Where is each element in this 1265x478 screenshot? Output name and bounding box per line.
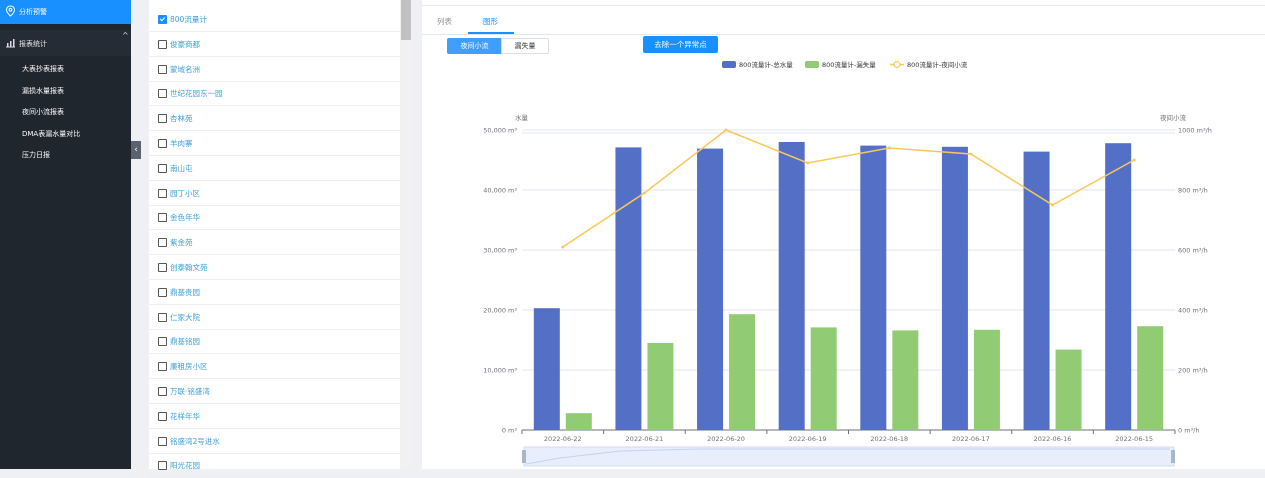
list-item[interactable]: 世纪花园东一园 [149,81,401,107]
list-item-checkbox[interactable] [158,436,167,446]
list-item-checkbox[interactable] [158,163,167,173]
scrollbar-track[interactable] [400,0,412,469]
list-item-label[interactable]: 杏林苑 [170,114,193,124]
segment-night-flow[interactable]: 夜间小流 [447,38,502,54]
list-item-checkbox[interactable] [158,15,167,24]
sidebar-item-pressure-daily[interactable]: 压力日报 [0,144,131,164]
sidebar: 分析预警 报表统计 ^ 大表抄表报表 漏损水量报表 夜间小流报表 DMA表漏水量… [0,0,131,469]
scrollbar-thumb[interactable] [401,0,411,40]
list-item-checkbox[interactable] [158,238,167,248]
map-pin-icon [5,5,16,17]
list-item[interactable]: 创泰翰文苑 [149,255,401,280]
sidebar-item-label: 分析预警 [19,8,47,16]
list-item[interactable]: 廉租房小区 [149,354,401,380]
sidebar-item-night-flow-report[interactable]: 夜间小流报表 [0,101,131,121]
list-item-checkbox[interactable] [158,337,167,347]
list-item[interactable]: 南山屯 [149,156,401,181]
list-item-label[interactable]: 鼎基铭园 [170,337,200,347]
list-item-checkbox[interactable] [158,39,167,49]
remove-outlier-button[interactable]: 去除一个异常点 [643,36,718,53]
list-item-checkbox[interactable] [158,89,167,99]
sidebar-item-dma-leak-compare[interactable]: DMA表漏水量对比 [0,123,131,143]
sidebar-group-label: 报表统计 [19,40,47,48]
chevron-left-icon: ‹ [134,145,138,155]
sidebar-item-analysis-warning[interactable]: 分析预警 [0,0,131,24]
chevron-up-icon[interactable]: ^ [122,31,129,40]
list-item-label[interactable]: 紫金苑 [170,238,193,248]
active-tab-indicator [468,32,514,34]
list-item-label[interactable]: 800流量计 [170,15,207,24]
tab-list[interactable]: 列表 [437,17,452,26]
divider [422,34,1265,35]
sidebar-item-label: 漏损水量报表 [22,87,64,95]
sidebar-collapse-button[interactable]: ‹ [131,141,141,159]
sidebar-item-big-meter-report[interactable]: 大表抄表报表 [0,58,131,78]
list-item-label[interactable]: 廉租房小区 [170,362,208,372]
bar-chart-icon [6,39,15,48]
list-item[interactable]: 俊豪商都 [149,32,401,57]
list-item-label[interactable]: 南山屯 [170,163,193,173]
list-item-label[interactable]: 花样年华 [170,411,200,421]
sidebar-item-label: 压力日报 [22,151,50,159]
list-item[interactable]: 阳光花园 [149,453,401,478]
list-item[interactable]: 万联·铭盛湾 [149,379,401,404]
list-item-label[interactable]: 蒙域名洲 [170,64,200,74]
list-item-checkbox[interactable] [158,362,167,372]
main-panel: 列表 图形 夜间小流 漏失量 去除一个异常点 [422,0,1265,469]
list-item-label[interactable]: 铭盛湾2号进水 [170,436,220,446]
list-item[interactable]: 鼎基铭园 [149,329,401,355]
sidebar-item-leak-volume-report[interactable]: 漏损水量报表 [0,80,131,100]
list-item-label[interactable]: 万联·铭盛湾 [170,387,210,396]
list-item[interactable]: 羊肉寨 [149,131,401,156]
list-item-checkbox[interactable] [158,213,167,223]
list-item-label[interactable]: 世纪花园东一园 [170,89,223,99]
tab-chart[interactable]: 图形 [483,17,498,26]
list-item-checkbox[interactable] [158,312,167,322]
list-item-checkbox[interactable] [158,287,167,297]
list-item[interactable]: 铭盛湾2号进水 [149,429,401,454]
sidebar-item-label: DMA表漏水量对比 [22,130,81,138]
list-item-checkbox[interactable] [158,461,167,471]
list-item[interactable]: 蒙域名洲 [149,57,401,82]
list-item[interactable]: 仁家大院 [149,305,401,330]
sidebar-item-label: 大表抄表报表 [22,65,64,73]
list-item-label[interactable]: 金色年华 [170,213,200,223]
list-item-checkbox[interactable] [158,411,167,421]
list-item-checkbox[interactable] [158,64,167,74]
list-item[interactable]: 园丁小区 [149,181,401,206]
list-item[interactable]: 鼎基贵园 [149,280,401,305]
list-item-label[interactable]: 俊豪商都 [170,39,200,49]
list-item-checkbox[interactable] [158,188,167,198]
list-item[interactable]: 800流量计 [149,7,401,32]
list-item-checkbox[interactable] [158,387,167,396]
meter-list-panel: 800流量计 俊豪商都蒙域名洲世纪花园东一园 杏林苑羊肉寨南山屯园丁小区金色年华紫金… [149,0,412,478]
list-item-label[interactable]: 创泰翰文苑 [170,263,208,272]
list-item-label[interactable]: 阳光花园 [170,461,200,471]
list-item-checkbox[interactable] [158,114,167,124]
list-item-label[interactable]: 园丁小区 [170,188,200,198]
list-item-label[interactable]: 仁家大院 [170,312,200,322]
list-item-checkbox[interactable] [158,263,167,272]
list-item-label[interactable]: 鼎基贵园 [170,287,200,297]
list-item-checkbox[interactable] [158,139,167,148]
sidebar-item-label: 夜间小流报表 [22,108,64,116]
segment-leak-volume[interactable]: 漏失量 [501,38,549,54]
sidebar-group-report-stats[interactable]: 报表统计 ^ [0,30,131,56]
list-item[interactable]: 杏林苑 [149,106,401,132]
list-item-label[interactable]: 羊肉寨 [170,139,193,148]
list-item[interactable]: 金色年华 [149,205,401,231]
list-item[interactable]: 紫金苑 [149,230,401,256]
divider [422,5,1265,6]
list-item[interactable]: 花样年华 [149,404,401,429]
